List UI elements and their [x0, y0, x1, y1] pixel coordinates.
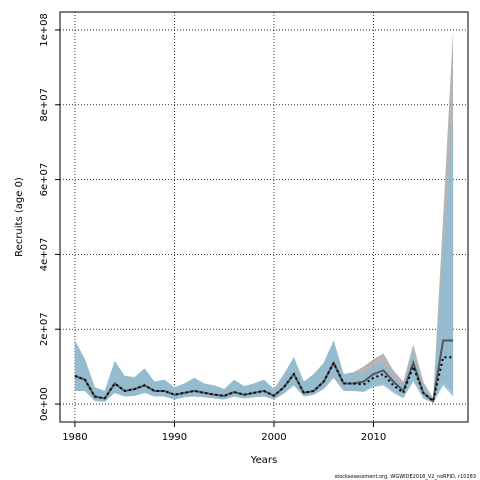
confidence-band: [74, 123, 454, 403]
x-tick-label: 2000: [261, 432, 286, 443]
y-tick-label: 8e+07: [39, 88, 50, 122]
y-tick-label: 0e+00: [39, 387, 50, 421]
y-axis-label: Recruits (age 0): [14, 177, 25, 257]
x-axis-label: Years: [250, 455, 277, 466]
y-tick-label: 4e+07: [39, 238, 50, 272]
confidence-band: [74, 29, 454, 403]
y-tick-label: 6e+07: [39, 163, 50, 197]
x-tick-label: 1980: [62, 432, 87, 443]
plot-frame: [59, 11, 469, 423]
x-tick-label: 1990: [162, 432, 187, 443]
estimate-line: [74, 356, 454, 403]
footer: stockassessment.org, WGWIDE2018_V2_noRFI…: [335, 474, 476, 480]
y-tick-label: 2e+07: [39, 312, 50, 346]
x-tick-label: 2010: [361, 432, 386, 443]
y-tick-label: 1e+08: [39, 13, 50, 47]
